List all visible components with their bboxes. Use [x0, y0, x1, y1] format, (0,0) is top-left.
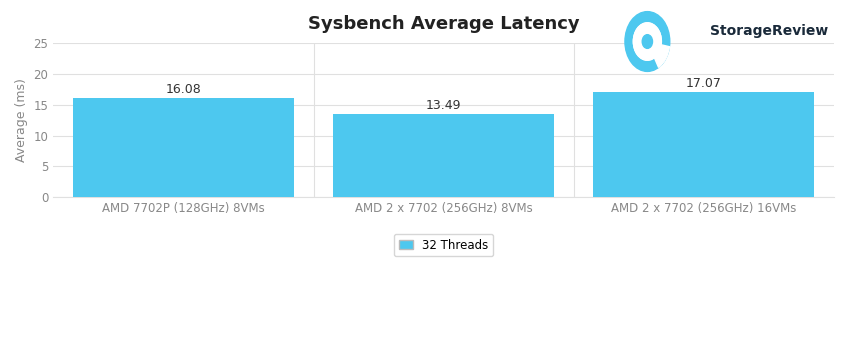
Title: Sysbench Average Latency: Sysbench Average Latency: [308, 15, 580, 33]
Bar: [333, 114, 554, 197]
Legend: 32 Threads: 32 Threads: [394, 234, 493, 256]
Y-axis label: Average (ms): Average (ms): [15, 78, 28, 162]
Circle shape: [642, 35, 653, 48]
Text: StorageReview: StorageReview: [710, 24, 828, 38]
Wedge shape: [647, 42, 669, 67]
Text: 17.07: 17.07: [686, 77, 722, 90]
Text: 16.08: 16.08: [166, 83, 201, 96]
Circle shape: [633, 23, 661, 60]
Circle shape: [642, 35, 653, 48]
Circle shape: [633, 23, 661, 60]
Text: 13.49: 13.49: [426, 99, 461, 112]
Bar: [73, 98, 294, 197]
Bar: [593, 92, 814, 197]
Circle shape: [625, 12, 670, 71]
